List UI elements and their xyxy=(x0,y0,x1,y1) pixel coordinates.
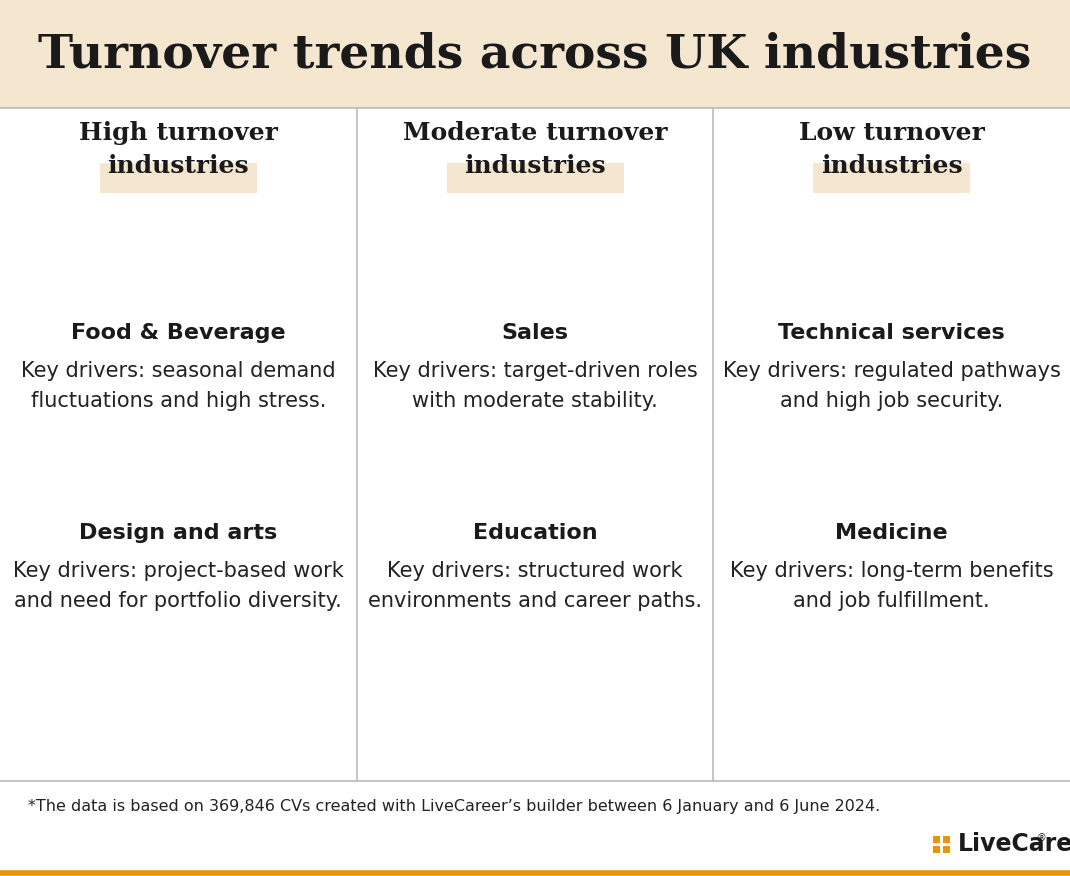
Text: Key drivers: target-driven roles
with moderate stability.: Key drivers: target-driven roles with mo… xyxy=(372,361,698,412)
Text: Key drivers: project-based work
and need for portfolio diversity.: Key drivers: project-based work and need… xyxy=(13,561,343,611)
Text: Sales: Sales xyxy=(502,323,568,343)
Bar xyxy=(0,781,1070,876)
Text: Moderate turnover
industries: Moderate turnover industries xyxy=(402,122,668,178)
FancyBboxPatch shape xyxy=(446,163,624,193)
Text: Key drivers: seasonal demand
fluctuations and high stress.: Key drivers: seasonal demand fluctuation… xyxy=(21,361,336,412)
Bar xyxy=(943,836,950,843)
Text: *The data is based on 369,846 CVs created with LiveCareer’s builder between 6 Ja: *The data is based on 369,846 CVs create… xyxy=(28,799,881,814)
Text: Technical services: Technical services xyxy=(778,323,1005,343)
FancyBboxPatch shape xyxy=(813,163,970,193)
FancyBboxPatch shape xyxy=(100,163,257,193)
Text: High turnover
industries: High turnover industries xyxy=(79,122,278,178)
Text: Design and arts: Design and arts xyxy=(79,523,277,543)
Text: ®: ® xyxy=(1036,833,1046,843)
Bar xyxy=(933,845,941,852)
Text: Turnover trends across UK industries: Turnover trends across UK industries xyxy=(39,31,1031,77)
Text: Key drivers: long-term benefits
and job fulfillment.: Key drivers: long-term benefits and job … xyxy=(730,561,1054,611)
Bar xyxy=(933,836,941,843)
Text: Key drivers: structured work
environments and career paths.: Key drivers: structured work environment… xyxy=(368,561,702,611)
Text: Food & Beverage: Food & Beverage xyxy=(71,323,286,343)
Bar xyxy=(0,0,1070,108)
Bar xyxy=(0,108,1070,781)
Text: LiveCareer: LiveCareer xyxy=(958,832,1070,856)
Text: Key drivers: regulated pathways
and high job security.: Key drivers: regulated pathways and high… xyxy=(722,361,1060,412)
Text: Low turnover
industries: Low turnover industries xyxy=(799,122,984,178)
Bar xyxy=(943,845,950,852)
Text: Education: Education xyxy=(473,523,597,543)
Text: Medicine: Medicine xyxy=(836,523,948,543)
